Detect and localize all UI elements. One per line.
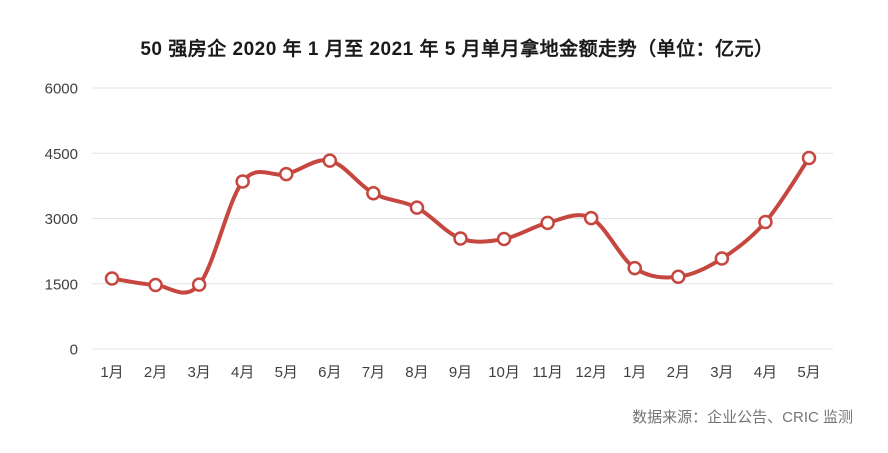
y-axis-tick-label: 4500	[45, 146, 78, 163]
y-axis-tick-label: 6000	[45, 81, 78, 98]
x-axis-tick-label: 2月	[667, 364, 690, 381]
x-axis-tick-label: 6月	[318, 364, 341, 381]
x-axis-tick-label: 1月	[100, 364, 123, 381]
data-point-marker	[104, 271, 120, 286]
y-axis-tick-label: 0	[70, 342, 78, 359]
data-point-marker	[409, 200, 425, 215]
data-point-marker	[583, 210, 599, 226]
x-axis-tick-label: 4月	[754, 364, 777, 381]
data-point-marker	[453, 231, 468, 246]
chart-title: 50 强房企 2020 年 1 月至 2021 年 5 月单月拿地金额走势（单位…	[140, 39, 774, 60]
data-point-marker	[758, 214, 773, 230]
data-point-marker	[540, 215, 555, 231]
x-axis-tick-label: 2月	[144, 364, 167, 381]
data-point-marker	[801, 150, 817, 166]
data-point-marker	[496, 231, 512, 247]
x-axis-tick-label: 3月	[187, 364, 210, 381]
y-axis-tick-label: 3000	[45, 211, 78, 228]
x-axis-tick-label: 9月	[449, 364, 472, 381]
x-axis-tick-label: 5月	[797, 364, 820, 381]
data-point-marker	[279, 166, 294, 182]
x-axis-tick-label: 11月	[532, 364, 563, 381]
data-point-marker	[627, 260, 642, 276]
data-point-marker	[235, 174, 250, 189]
data-point-marker	[714, 251, 730, 266]
data-point-marker	[322, 153, 338, 168]
x-axis-tick-label: 1月	[623, 364, 646, 381]
x-axis-tick-label: 5月	[275, 364, 298, 381]
x-axis-tick-label: 8月	[405, 364, 428, 381]
data-point-marker	[366, 186, 381, 201]
x-axis-tick-label: 12月	[575, 364, 607, 381]
data-point-marker	[148, 277, 163, 293]
x-axis-tick-label: 10月	[488, 364, 520, 381]
data-line	[110, 156, 811, 295]
data-source-note: 数据来源：企业公告、CRIC 监测	[632, 409, 853, 426]
y-axis-tick-label: 1500	[45, 276, 78, 293]
x-axis-tick-label: 4月	[231, 364, 254, 381]
data-point-marker	[671, 269, 686, 285]
x-axis-tick-label: 7月	[362, 364, 385, 381]
x-axis-tick-label: 3月	[710, 364, 733, 381]
data-point-marker	[191, 277, 207, 292]
